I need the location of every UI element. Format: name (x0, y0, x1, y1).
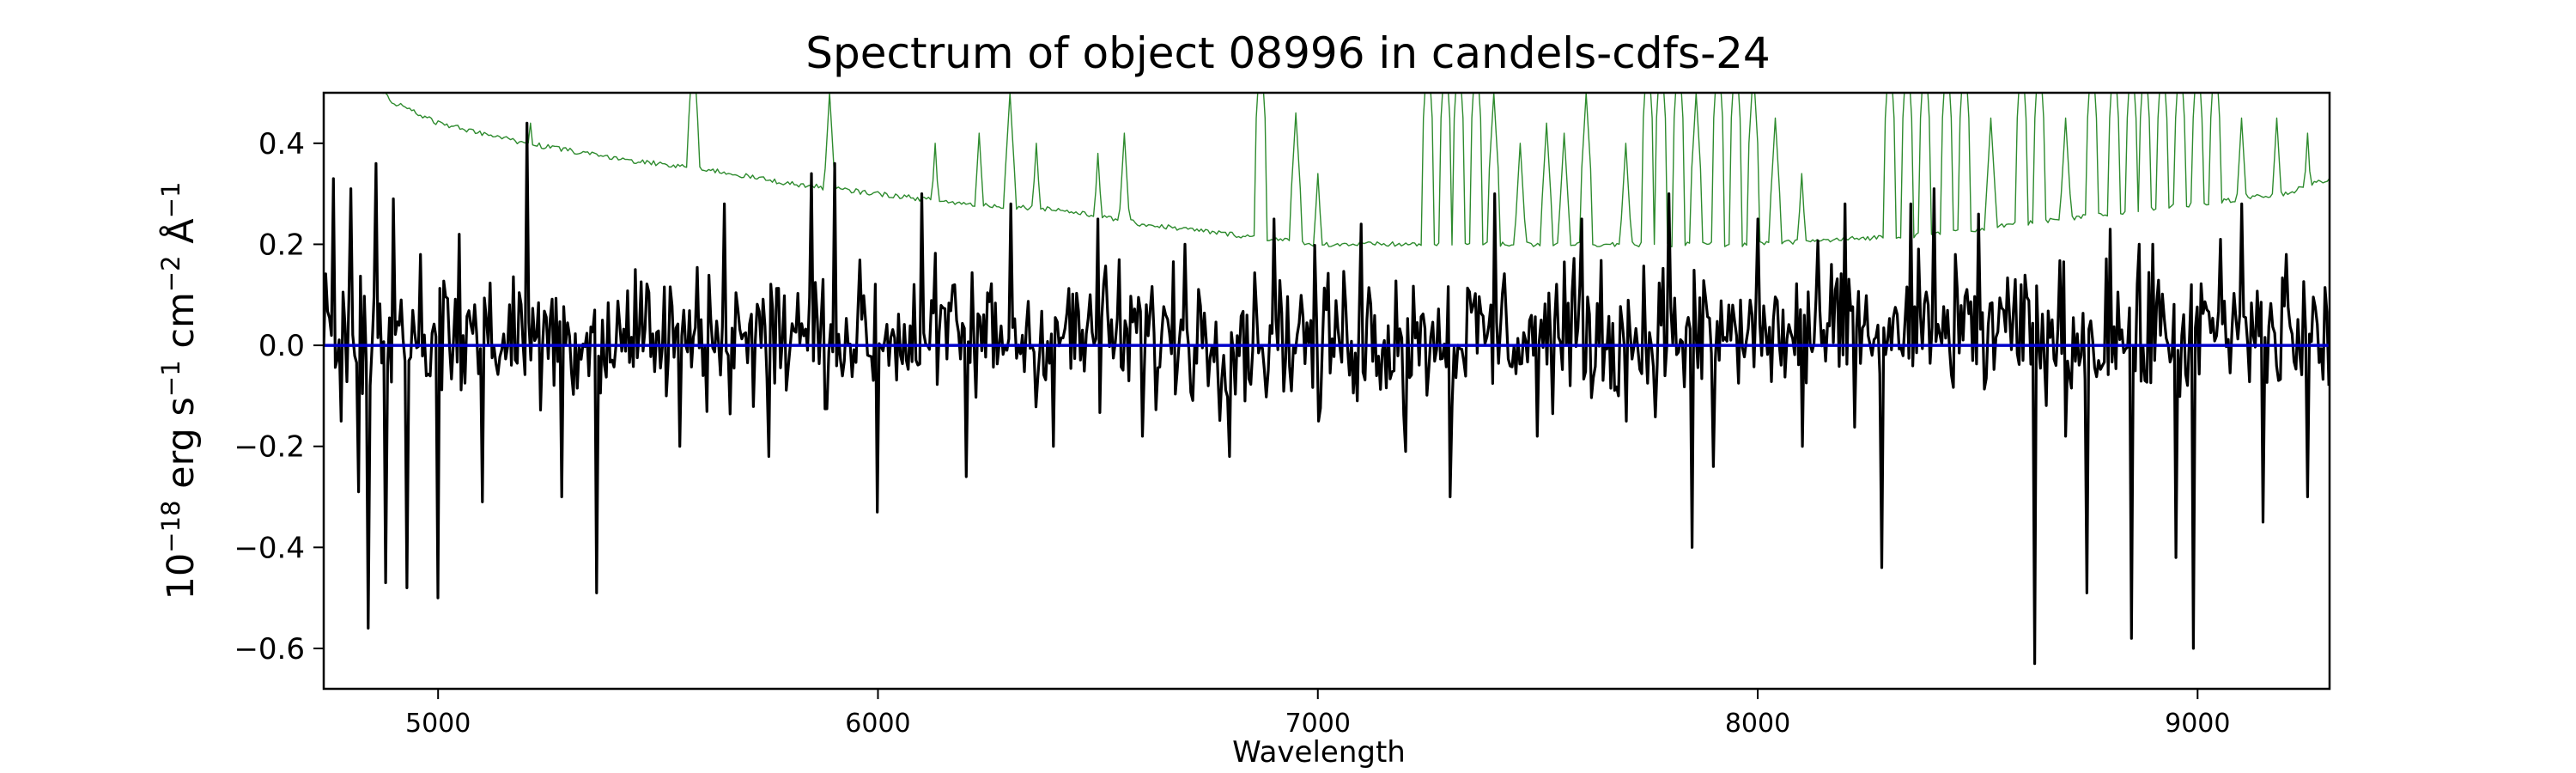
y-label-exp-s: −1 (156, 360, 185, 398)
chart-title: Spectrum of object 08996 in candels-cdfs… (805, 28, 1771, 78)
x-tick-label: 9000 (2165, 709, 2230, 739)
series-layer (324, 93, 2330, 666)
y-label-cm: cm (160, 292, 203, 361)
flux-spectrum-line (324, 121, 2330, 666)
y-label-exp-scale: −18 (156, 500, 185, 553)
y-tick-label: −0.6 (234, 632, 305, 666)
x-tick-label: 8000 (1725, 709, 1790, 739)
y-label-exp-cm: −2 (156, 255, 185, 293)
y-label-angstrom: Å (160, 218, 203, 256)
error-spectrum-line (380, 93, 2330, 247)
x-axis-ticks: 5000 6000 7000 8000 9000 (405, 689, 2230, 739)
y-tick-label: 0.4 (258, 127, 305, 161)
x-tick-label: 5000 (405, 709, 471, 739)
y-tick-label: 0.2 (258, 228, 305, 262)
x-tick-label: 6000 (845, 709, 910, 739)
y-label-exp-a: −1 (156, 181, 185, 219)
y-label-erg: erg s (160, 397, 203, 501)
y-axis-ticks: −0.6 −0.4 −0.2 0.0 0.2 0.4 (234, 127, 324, 666)
x-axis-label: Wavelength (1232, 735, 1406, 770)
y-tick-label: −0.2 (234, 430, 305, 465)
plot-frame (322, 91, 2331, 691)
y-label-base: 10 (160, 552, 203, 600)
y-tick-label: 0.0 (258, 329, 305, 363)
x-tick-label: 7000 (1285, 709, 1351, 739)
y-axis-label: 10−18 erg s−1 cm−2 Å−1 (156, 182, 203, 600)
y-tick-label: −0.4 (234, 531, 305, 565)
